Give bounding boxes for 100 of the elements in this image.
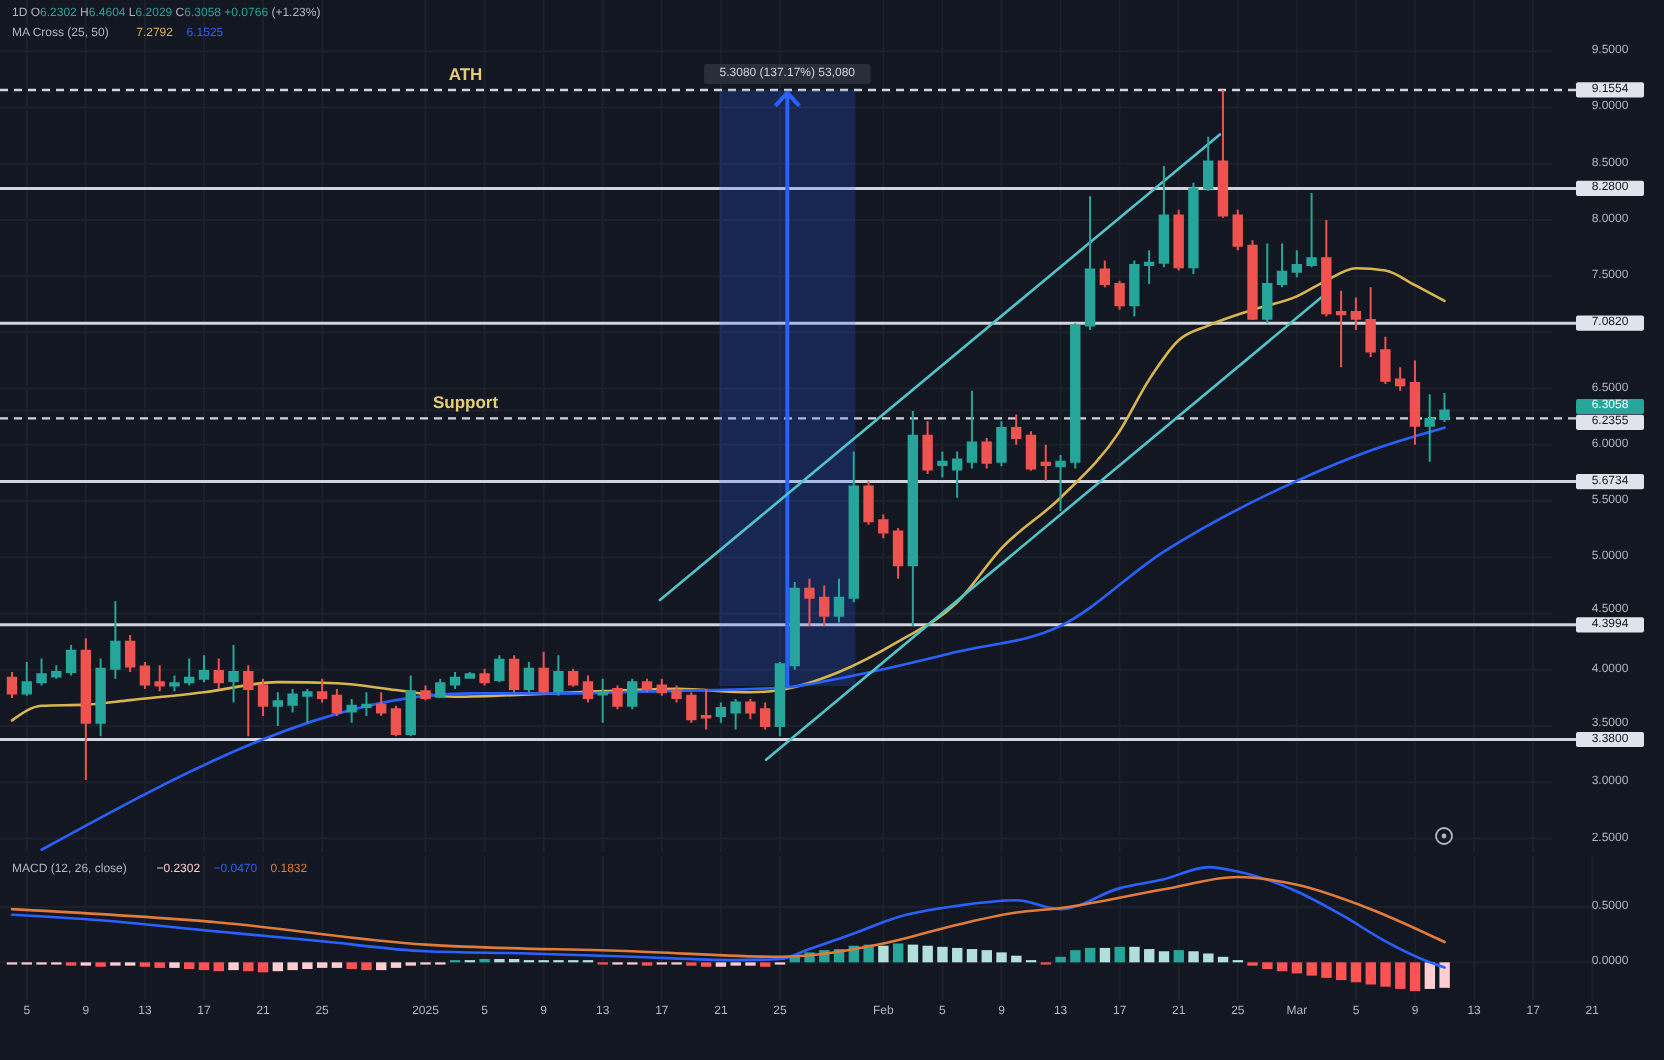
candlestick (494, 654, 505, 684)
bar (1099, 947, 1111, 963)
candlestick (435, 677, 446, 699)
candlestick (464, 671, 475, 680)
bar (1084, 947, 1096, 963)
candlestick (124, 633, 136, 674)
candlestick (1439, 392, 1450, 424)
candlestick (243, 664, 254, 738)
bar (907, 944, 919, 963)
candlestick (774, 660, 786, 738)
candlestick (1070, 322, 1081, 470)
candlestick (582, 674, 594, 704)
candlestick (346, 698, 357, 724)
candlestick (65, 644, 77, 677)
candlestick (892, 527, 904, 580)
candlestick (1262, 242, 1273, 325)
candlestick (951, 450, 963, 499)
line-series (40, 426, 1446, 852)
candlestick (198, 654, 210, 684)
bar (1144, 949, 1155, 963)
candlestick (641, 677, 653, 694)
candlestick (1011, 413, 1022, 446)
candlestick (405, 674, 416, 738)
candlestick (523, 660, 535, 694)
candlestick (1025, 430, 1037, 472)
annotation: ATH (448, 63, 483, 84)
bar (376, 962, 387, 971)
candlestick (1084, 195, 1096, 332)
bar (184, 962, 195, 969)
candlestick (213, 657, 224, 690)
bar (302, 962, 313, 969)
candlestick (508, 654, 520, 694)
candlestick (1291, 249, 1302, 279)
candlestick (981, 437, 992, 470)
bar (892, 943, 904, 963)
bar (1409, 962, 1421, 992)
bar (1129, 946, 1140, 963)
bar (213, 962, 224, 972)
candlestick (139, 660, 151, 690)
candlestick (331, 687, 343, 717)
candlestick (715, 701, 727, 724)
candlestick (390, 704, 402, 738)
candlestick (1217, 88, 1229, 219)
bar (996, 952, 1007, 963)
bar (1439, 962, 1450, 988)
candlestick (671, 684, 682, 704)
bar (272, 962, 284, 972)
candlestick (228, 644, 239, 704)
bar (922, 945, 933, 963)
bar (1380, 962, 1391, 987)
bar (1276, 962, 1288, 972)
annotation: Support (432, 392, 499, 413)
candlestick (272, 691, 284, 728)
candlestick (789, 581, 800, 671)
candlestick (907, 410, 919, 627)
candlestick (1335, 289, 1347, 369)
bar (228, 962, 239, 971)
candlestick (1143, 249, 1155, 285)
candlestick (1380, 335, 1391, 386)
candlestick (1129, 259, 1140, 318)
bar (1173, 950, 1184, 963)
bar (1114, 946, 1125, 963)
bar (1070, 950, 1081, 963)
candlestick (538, 650, 549, 695)
candlestick (257, 677, 269, 717)
bar (937, 946, 948, 963)
candlestick (863, 479, 874, 526)
candlestick (1424, 393, 1435, 463)
candlestick (1247, 239, 1258, 321)
candlestick (420, 684, 431, 702)
candlestick (745, 698, 756, 721)
candlestick (169, 674, 180, 693)
bar (154, 962, 165, 968)
bar (257, 962, 269, 973)
bar (1011, 955, 1022, 963)
candlestick (1055, 453, 1066, 513)
candlestick (804, 577, 815, 627)
candlestick (1158, 164, 1170, 269)
candlestick (21, 660, 32, 697)
candlestick (878, 513, 889, 540)
candlestick (1040, 443, 1051, 482)
bar (878, 945, 889, 963)
candlestick (656, 677, 667, 697)
candlestick (36, 657, 47, 687)
bar (287, 962, 298, 971)
candlestick (1114, 279, 1125, 311)
bar (1350, 962, 1362, 983)
line-series (10, 266, 1446, 722)
candlestick (996, 420, 1007, 468)
bar (1306, 962, 1317, 976)
bar (1055, 956, 1066, 963)
bar (1424, 962, 1436, 989)
bar (243, 962, 254, 972)
candlestick (1409, 359, 1421, 446)
bar (198, 962, 210, 971)
candlestick (6, 671, 18, 699)
bar (1262, 962, 1273, 969)
bar (966, 949, 978, 963)
candlestick (686, 691, 697, 724)
candlestick (700, 687, 712, 731)
